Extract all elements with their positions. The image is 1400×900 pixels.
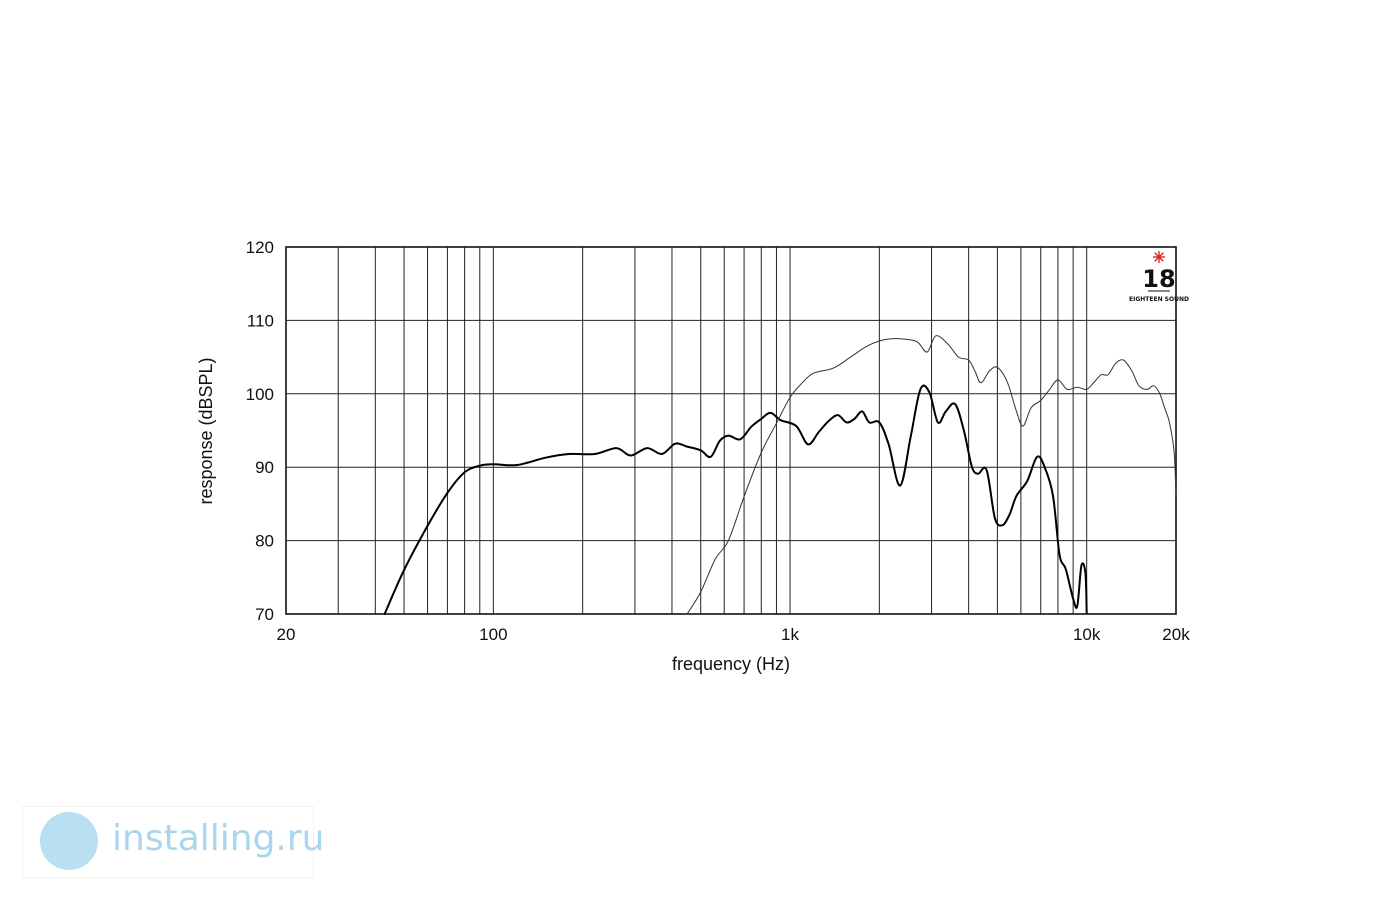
- x-tick-label: 100: [479, 625, 507, 644]
- y-tick-labels: 70 80 90 100 110 120: [246, 238, 274, 624]
- series-line-thin: [686, 335, 1177, 615]
- star-icon: [1153, 251, 1165, 263]
- watermark-frame: [22, 806, 314, 878]
- brand-logo: 18 EIGHTEEN SOUND: [1129, 251, 1189, 303]
- y-tick-label: 100: [246, 385, 274, 404]
- x-tick-label: 1k: [781, 625, 799, 644]
- x-tick-label: 10k: [1073, 625, 1101, 644]
- series-line-thick: [383, 384, 1088, 615]
- logo-number: 18: [1142, 265, 1175, 293]
- y-tick-label: 70: [255, 605, 274, 624]
- y-tick-label: 80: [255, 532, 274, 551]
- y-tick-label: 120: [246, 238, 274, 257]
- series-layer: [383, 335, 1177, 615]
- x-axis-label: frequency (Hz): [672, 654, 790, 674]
- plot-frame: [285, 246, 1177, 615]
- logo-subtext: EIGHTEEN SOUND: [1129, 296, 1189, 303]
- x-tick-labels: 20 100 1k 10k 20k: [277, 625, 1191, 644]
- y-tick-label: 90: [255, 458, 274, 477]
- x-tick-label: 20k: [1162, 625, 1190, 644]
- watermark-logo-icon: [40, 812, 98, 870]
- y-axis-label: response (dBSPL): [196, 357, 216, 504]
- x-tick-label: 20: [277, 625, 296, 644]
- watermark-text: installing.ru: [112, 818, 325, 859]
- y-tick-label: 110: [247, 311, 274, 330]
- grid: [286, 247, 1176, 614]
